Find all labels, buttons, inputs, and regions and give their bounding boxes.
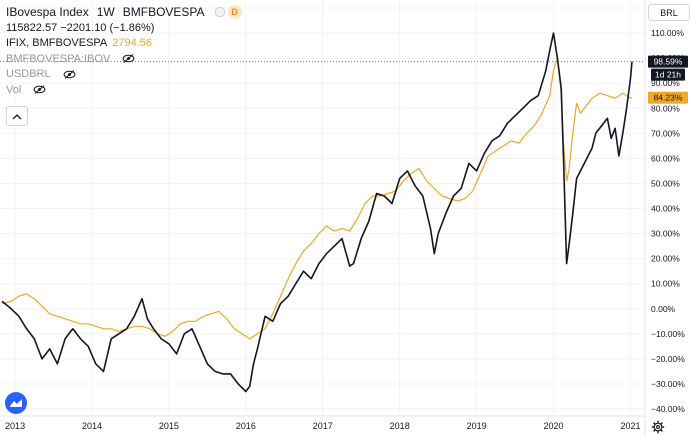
eye-hidden-icon[interactable] — [122, 54, 135, 64]
compare-price-label: 84.23% — [654, 93, 683, 103]
y-tick-label: 20.00% — [651, 254, 680, 264]
x-tick-label: 2015 — [159, 421, 179, 431]
hidden-series-ibov[interactable]: BMFBOVESPA:IBOV — [6, 52, 111, 65]
y-tick-label: 0.00% — [651, 304, 676, 314]
y-tick-label: −40.00% — [651, 404, 685, 414]
symbol-name[interactable]: IBovespa Index — [6, 4, 89, 19]
y-tick-label: 10.00% — [651, 279, 680, 289]
market-status-icon — [214, 6, 225, 17]
legend-price-row: 115822.57 −2201.10 (−1.86%) — [6, 20, 242, 36]
legend-price-values: 115822.57 −2201.10 (−1.86%) — [6, 21, 155, 34]
compare-value: 2794.56 — [112, 37, 153, 50]
x-tick-label: 2013 — [5, 421, 25, 431]
legend-compare-row[interactable]: IFIX, BMFBOVESPA 2794.56 — [6, 36, 242, 52]
currency-button[interactable]: BRL — [648, 4, 690, 21]
y-tick-label: 40.00% — [651, 204, 680, 214]
y-tick-label: 110.00% — [651, 28, 684, 38]
series-line-ibovespa[interactable] — [1, 32, 633, 393]
collapse-legend-button[interactable] — [6, 106, 28, 126]
compare-name[interactable]: IFIX, BMFBOVESPA — [6, 37, 108, 50]
x-tick-label: 2019 — [467, 421, 487, 431]
data-badge-icon[interactable]: D — [227, 4, 242, 19]
chart-grid — [0, 0, 645, 416]
y-tick-label: 90.00% — [651, 78, 680, 88]
eye-hidden-icon[interactable] — [63, 69, 76, 79]
price-label-main: 98.59% — [648, 55, 688, 68]
x-tick-label: 2018 — [390, 421, 410, 431]
y-tick-label: 70.00% — [651, 128, 680, 138]
eye-hidden-icon[interactable] — [33, 85, 46, 95]
x-tick-label: 2016 — [236, 421, 256, 431]
hidden-series-vol[interactable]: Vol — [6, 83, 22, 96]
y-tick-label: −20.00% — [651, 354, 685, 364]
x-tick-label: 2014 — [82, 421, 102, 431]
legend-title-row[interactable]: IBovespa Index 1W BMFBOVESPA D — [6, 3, 242, 20]
series-lines — [1, 32, 633, 393]
legend-hidden-row-2[interactable]: USDBRL — [6, 67, 242, 83]
price-label-compare: 84.23% — [648, 91, 688, 104]
hidden-series-usdbrl[interactable]: USDBRL — [6, 68, 51, 81]
legend-hidden-row-3[interactable]: Vol — [6, 82, 242, 98]
y-tick-label: −30.00% — [651, 379, 685, 389]
y-tick-label: 60.00% — [651, 153, 680, 163]
series-line-ifix[interactable] — [1, 57, 633, 340]
time-axis-ticks: 2013 2014 2015 2016 2017 2018 2019 2020 2021 — [5, 421, 640, 431]
y-tick-label: 50.00% — [651, 178, 680, 188]
x-tick-label: 2021 — [620, 421, 640, 431]
y-tick-label: 80.00% — [651, 103, 680, 113]
main-price-label: 98.59% — [654, 57, 683, 67]
y-tick-label: 30.00% — [651, 229, 680, 239]
countdown-label: 1d 21h — [651, 68, 685, 81]
chevron-up-icon — [12, 113, 22, 119]
legend-hidden-row-1[interactable]: BMFBOVESPA:IBOV — [6, 51, 242, 67]
gear-icon[interactable] — [651, 420, 665, 434]
x-tick-label: 2020 — [544, 421, 564, 431]
legend: IBovespa Index 1W BMFBOVESPA D 115822.57… — [6, 3, 242, 98]
x-tick-label: 2017 — [313, 421, 333, 431]
y-tick-label: −10.00% — [651, 329, 685, 339]
tradingview-logo-icon[interactable] — [5, 392, 27, 414]
exchange: BMFBOVESPA — [122, 4, 205, 19]
countdown-text: 1d 21h — [655, 70, 681, 80]
interval[interactable]: 1W — [96, 4, 115, 19]
